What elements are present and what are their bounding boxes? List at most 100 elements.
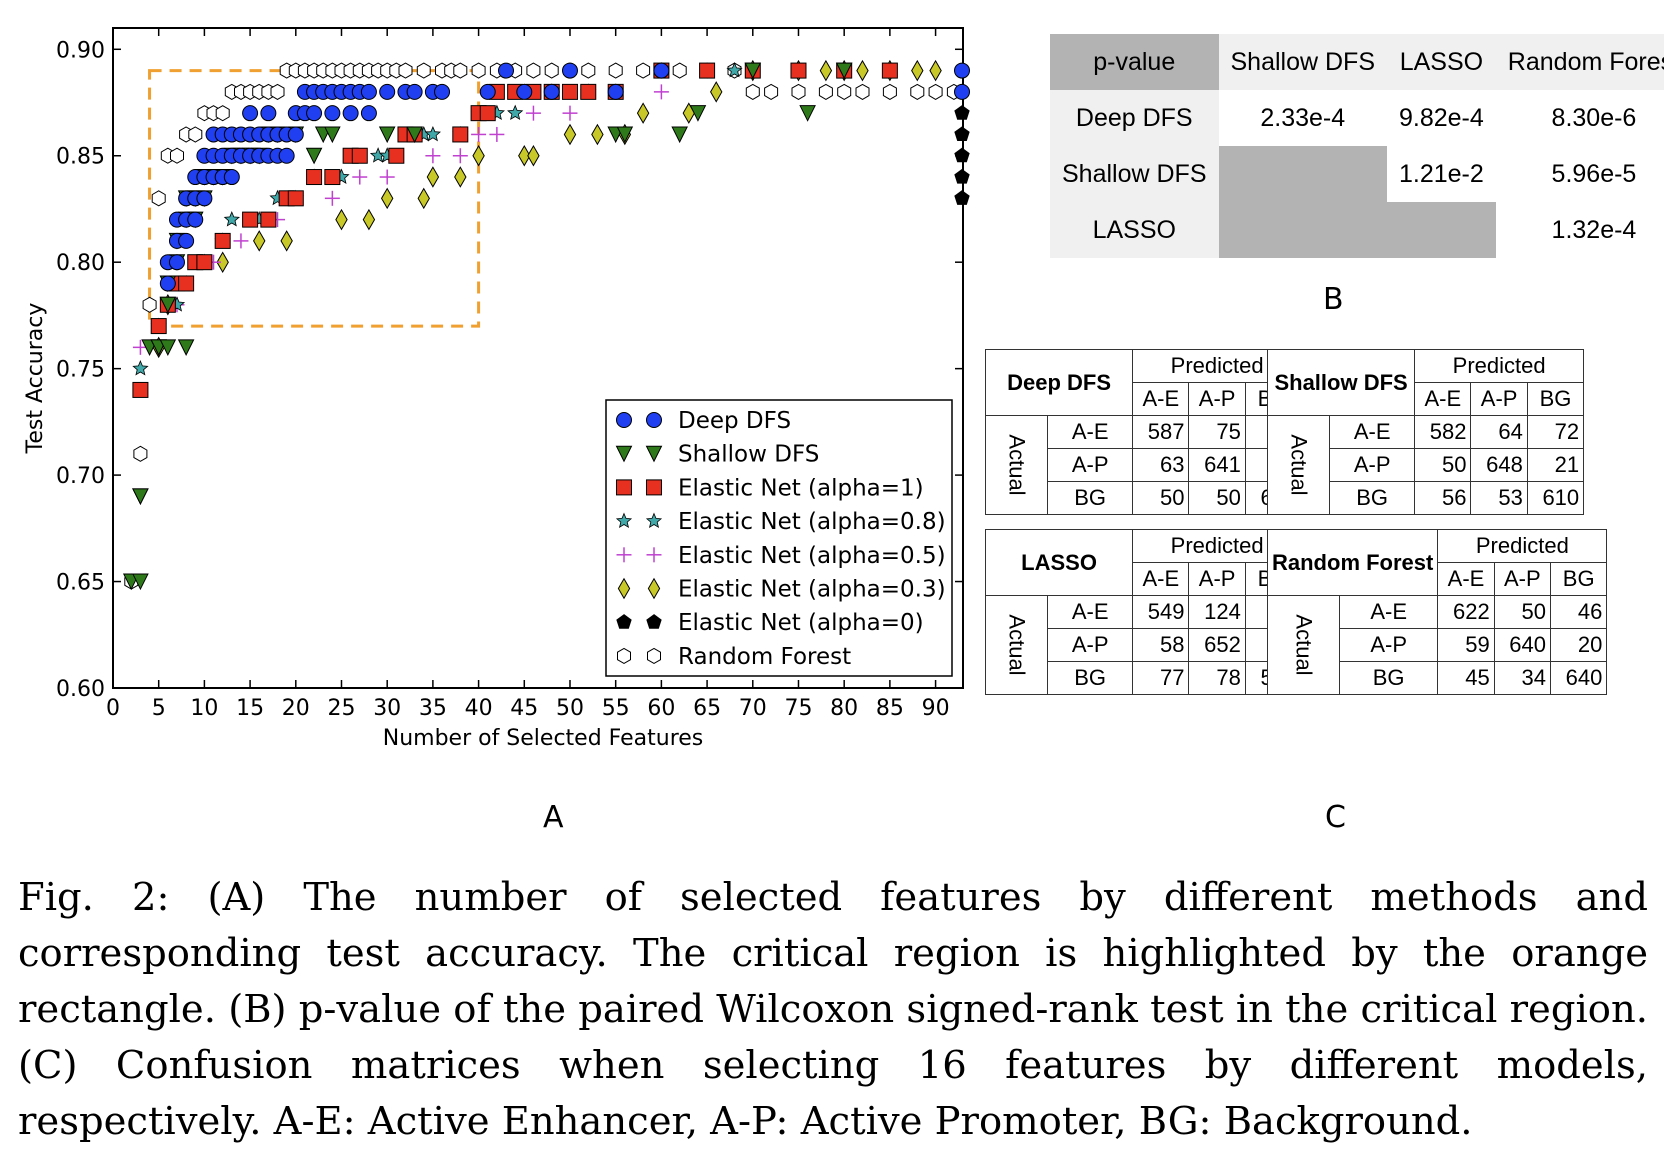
y-tick-label: 0.75 — [56, 358, 105, 383]
cm-col-header: BG — [1526, 382, 1585, 416]
data-point — [498, 62, 515, 79]
data-point — [260, 105, 277, 122]
x-tick-label: 20 — [282, 696, 310, 721]
data-point — [132, 573, 149, 591]
data-point — [360, 105, 377, 122]
data-point — [527, 144, 540, 167]
data-point — [278, 147, 295, 164]
data-point — [726, 62, 743, 78]
cm-cell: 20 — [1550, 628, 1608, 662]
pvalue-cell: 9.82e-4 — [1399, 103, 1484, 132]
legend-marker — [616, 412, 632, 428]
cm-cell: 50 — [1493, 595, 1552, 629]
legend-label: Elastic Net (alpha=0) — [678, 610, 924, 636]
cm-row-header: A-P — [1338, 628, 1439, 662]
cm-cell: 58 — [1132, 628, 1190, 662]
cm-cell: 549 — [1132, 595, 1190, 629]
data-point — [406, 83, 423, 100]
data-point — [653, 62, 670, 79]
cm-row-header: A-E — [1338, 595, 1439, 629]
data-point — [188, 126, 203, 143]
data-point — [142, 296, 157, 313]
cm-cell: 652 — [1188, 628, 1246, 662]
legend-label: Shallow DFS — [678, 442, 819, 468]
cm-row-header: BG — [1338, 661, 1439, 695]
pvalue-cell-blank — [1387, 202, 1496, 258]
data-point — [745, 83, 760, 100]
data-point — [398, 62, 413, 79]
data-point — [178, 232, 195, 249]
data-point — [710, 81, 723, 103]
legend-label: Elastic Net (alpha=0.5) — [678, 543, 946, 569]
cm-row-header: BG — [1047, 481, 1134, 515]
legend-label: Deep DFS — [678, 408, 791, 434]
data-point — [223, 211, 240, 227]
legend-marker — [646, 547, 662, 563]
legend-marker — [645, 445, 663, 463]
pvalue-col-header: LASSO — [1387, 34, 1496, 90]
cm-col-header: A-P — [1470, 382, 1528, 416]
data-point — [452, 126, 469, 143]
legend-label: Random Forest — [678, 644, 851, 670]
data-point — [159, 296, 177, 314]
cm-col-header: A-E — [1132, 382, 1190, 416]
data-point — [489, 126, 505, 142]
pvalue-cell-blank — [1218, 146, 1387, 202]
data-point — [471, 62, 486, 79]
pvalue-row-header: LASSO — [1050, 202, 1219, 258]
data-point — [580, 83, 597, 100]
x-tick-label: 50 — [556, 696, 584, 721]
data-point — [287, 190, 304, 207]
cm-cell: 77 — [1132, 661, 1190, 695]
cm-row-header: A-P — [1329, 448, 1416, 482]
legend-marker — [646, 412, 662, 428]
data-point — [306, 169, 323, 186]
data-point — [562, 105, 578, 121]
y-tick-label: 0.60 — [56, 677, 105, 702]
pvalue-row-header: Deep DFS — [1050, 90, 1219, 146]
data-point — [790, 62, 807, 79]
y-tick-label: 0.85 — [56, 145, 105, 170]
data-point — [881, 62, 898, 79]
cm-row-header: BG — [1047, 661, 1134, 695]
cm-col-header: A-P — [1188, 562, 1246, 596]
legend-marker — [647, 577, 661, 600]
data-point — [150, 318, 167, 335]
data-point — [287, 126, 304, 143]
data-point — [525, 105, 541, 121]
cm-cell: 622 — [1437, 595, 1495, 629]
x-tick-label: 55 — [602, 696, 630, 721]
caption-text: Fig. 2: (A) The number of selected featu… — [18, 875, 1648, 1144]
data-point — [360, 83, 377, 100]
data-point — [253, 230, 266, 252]
cm-row-header: A-E — [1047, 415, 1134, 449]
x-tick-label: 90 — [922, 696, 950, 721]
cm-actual-label: Actual — [1267, 595, 1340, 695]
data-point — [216, 251, 229, 273]
data-point — [159, 275, 176, 292]
data-point — [608, 62, 623, 79]
data-point — [764, 83, 779, 100]
legend-label: Elastic Net (alpha=0.8) — [678, 509, 946, 535]
cm-actual-text: Actual — [1004, 614, 1030, 676]
data-point — [856, 59, 869, 82]
pvalue-table: p-value Shallow DFS LASSO Random Forest … — [1050, 34, 1664, 258]
cm-actual-text: Actual — [1004, 434, 1030, 496]
data-point — [380, 187, 394, 210]
cm-col-header: A-P — [1188, 382, 1246, 416]
cm-cell: 75 — [1188, 415, 1246, 449]
data-point — [434, 83, 451, 100]
data-point — [133, 445, 148, 462]
data-point — [671, 126, 688, 144]
x-tick-label: 5 — [152, 696, 166, 721]
panel-label-c: C — [1325, 800, 1346, 835]
data-point — [472, 144, 485, 167]
cm-cell: 56 — [1414, 481, 1472, 515]
legend-marker — [615, 445, 633, 463]
data-point — [954, 126, 970, 141]
panel-label-b: B — [1323, 282, 1344, 317]
data-point — [636, 102, 650, 124]
x-tick-label: 40 — [465, 696, 493, 721]
data-point — [818, 83, 833, 100]
cm-actual-label: Actual — [984, 595, 1049, 695]
